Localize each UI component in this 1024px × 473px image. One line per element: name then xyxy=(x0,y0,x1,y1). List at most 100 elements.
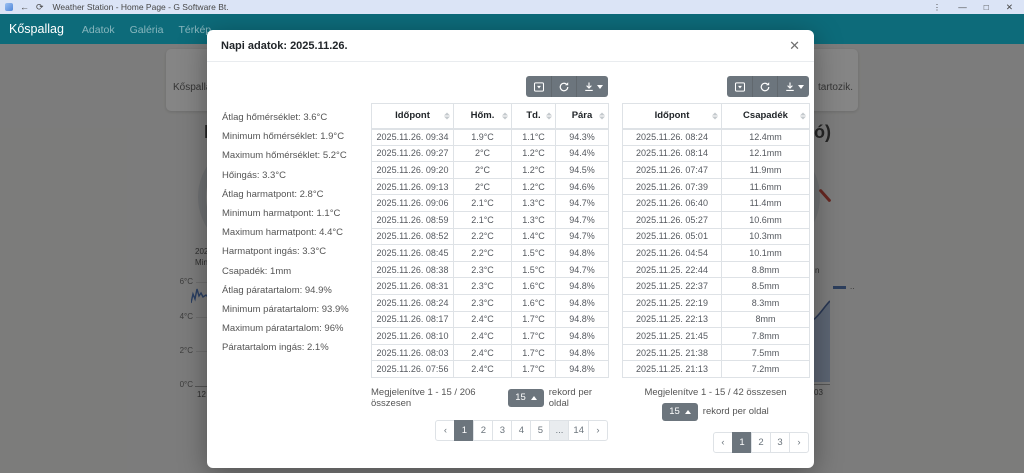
table-cell: 2025.11.26. 07:39 xyxy=(622,177,722,196)
column-header-pra[interactable]: Pára xyxy=(555,103,609,130)
menu-window-icon[interactable]: ⋮ xyxy=(932,2,942,12)
page-button-4[interactable]: 4 xyxy=(511,419,532,441)
table-cell: 2025.11.26. 09:34 xyxy=(371,128,454,146)
page-next-button[interactable]: › xyxy=(789,431,809,453)
table-cell: 2.2°C xyxy=(453,244,512,262)
table-cell: 1.3°C xyxy=(511,194,556,212)
table-row: 2025.11.25. 21:13 7.2mm xyxy=(622,360,810,378)
toggle-columns-icon xyxy=(734,81,745,92)
stat-item: Minimum páratartalom: 93.9% xyxy=(222,304,349,316)
table-cell: 8mm xyxy=(721,310,810,329)
table-row: 2025.11.26. 09:13 2°C 1.2°C 94.6% xyxy=(371,177,609,196)
table-cell: 1.3°C xyxy=(511,210,556,229)
window-controls: ⋮ — □ ✕ xyxy=(933,2,1019,12)
table1-page-size-dropdown[interactable]: 15 xyxy=(508,388,544,407)
table-row: 2025.11.26. 08:38 2.3°C 1.5°C 94.7% xyxy=(371,260,609,279)
table-row: 2025.11.26. 09:34 1.9°C 1.1°C 94.3% xyxy=(371,128,609,146)
table-cell: 2025.11.25. 22:37 xyxy=(622,277,722,295)
page-button-2[interactable]: 2 xyxy=(473,419,494,441)
table-cell: 12.1mm xyxy=(721,144,810,163)
back-icon[interactable]: ← xyxy=(20,1,29,12)
table-cell: 11.4mm xyxy=(721,194,810,212)
table-cell: 94.5% xyxy=(555,161,609,179)
column-header-idpont[interactable]: Időpont xyxy=(371,103,454,130)
table-row: 2025.11.26. 08:10 2.4°C 1.7°C 94.8% xyxy=(371,327,609,345)
nav-item-térkép[interactable]: Térkép xyxy=(178,24,212,36)
table-header-row: Időpont Hőm. Td. Pára xyxy=(371,103,609,130)
page-button-14[interactable]: 14 xyxy=(568,419,589,441)
table-row: 2025.11.25. 21:38 7.5mm xyxy=(622,343,810,362)
sort-down-icon xyxy=(800,116,806,120)
export-button[interactable] xyxy=(777,76,809,97)
table-row: 2025.11.25. 22:37 8.5mm xyxy=(622,277,810,295)
sort-up-icon xyxy=(599,112,605,116)
refresh-icon xyxy=(559,81,569,91)
toggle-columns-button[interactable] xyxy=(727,76,752,97)
page-button-3[interactable]: 3 xyxy=(770,431,790,453)
nav-item-galéria[interactable]: Galéria xyxy=(129,24,164,36)
navbar-brand[interactable]: Kőspallag xyxy=(9,22,64,36)
table-row: 2025.11.26. 08:17 2.4°C 1.7°C 94.8% xyxy=(371,310,609,329)
page-prev-button[interactable]: ‹ xyxy=(713,431,733,453)
reload-icon[interactable]: ⟳ xyxy=(36,1,44,12)
table-cell: 94.7% xyxy=(555,194,609,212)
table-cell: 1.7°C xyxy=(511,360,556,378)
close-icon[interactable]: ✕ xyxy=(789,38,800,53)
table2-toolbar xyxy=(622,76,809,97)
stat-item: Csapadék: 1mm xyxy=(222,265,292,277)
refresh-button[interactable] xyxy=(752,76,777,97)
table-cell: 8.5mm xyxy=(721,277,810,295)
table-cell: 2025.11.26. 09:13 xyxy=(371,177,454,196)
column-header-hm[interactable]: Hőm. xyxy=(453,103,512,130)
page-button-1[interactable]: 1 xyxy=(732,431,752,453)
table-cell: 2.1°C xyxy=(453,210,512,229)
export-icon xyxy=(584,82,593,91)
table-cell: 94.7% xyxy=(555,227,609,246)
stat-item: Páratartalom ingás: 2.1% xyxy=(222,342,329,354)
table-cell: 94.7% xyxy=(555,260,609,279)
page-button-1[interactable]: 1 xyxy=(454,419,475,441)
column-header-td[interactable]: Td. xyxy=(511,103,556,130)
page-next-button[interactable]: › xyxy=(588,419,608,441)
table-cell: 94.8% xyxy=(555,327,609,345)
refresh-button[interactable] xyxy=(551,76,576,97)
table-cell: 2025.11.26. 06:40 xyxy=(622,194,722,212)
table-row: 2025.11.25. 22:44 8.8mm xyxy=(622,260,810,279)
sort-icon xyxy=(712,112,718,120)
toggle-columns-button[interactable] xyxy=(526,76,551,97)
column-header-csapadk[interactable]: Csapadék xyxy=(721,103,810,130)
page-button-2[interactable]: 2 xyxy=(751,431,771,453)
maximize-window-icon[interactable]: □ xyxy=(983,2,989,12)
table-cell: 2.4°C xyxy=(453,310,512,329)
table2-page-size-suffix: rekord per oldal xyxy=(702,406,769,418)
sort-up-icon xyxy=(546,112,552,116)
table-cell: 11.9mm xyxy=(721,161,810,179)
page-button-3[interactable]: 3 xyxy=(492,419,513,441)
sort-icon xyxy=(502,112,508,120)
close-window-icon[interactable]: ✕ xyxy=(1005,2,1013,12)
table-row: 2025.11.26. 08:59 2.1°C 1.3°C 94.7% xyxy=(371,210,609,229)
table-row: 2025.11.26. 08:45 2.2°C 1.5°C 94.8% xyxy=(371,244,609,262)
table-row: 2025.11.26. 08:31 2.3°C 1.6°C 94.8% xyxy=(371,277,609,295)
stat-item: Hőingás: 3.3°C xyxy=(222,169,286,181)
measurements-table-section: Időpont Hőm. Td. Pára 2025.11.26. 09:34 1.9°C… xyxy=(371,76,609,441)
table-cell: 2.2°C xyxy=(453,227,512,246)
page-ellipsis-button[interactable]: ... xyxy=(549,419,570,441)
page-prev-button[interactable]: ‹ xyxy=(435,419,456,441)
nav-item-adatok[interactable]: Adatok xyxy=(81,24,115,36)
table-row: 2025.11.26. 04:54 10.1mm xyxy=(622,244,810,262)
table-cell: 11.6mm xyxy=(721,177,810,196)
table-cell: 94.8% xyxy=(555,277,609,295)
column-header-idpont[interactable]: Időpont xyxy=(622,103,722,130)
table-cell: 1.4°C xyxy=(511,227,556,246)
minimize-window-icon[interactable]: — xyxy=(958,2,967,12)
table-row: 2025.11.26. 08:24 2.3°C 1.6°C 94.8% xyxy=(371,293,609,312)
table-cell: 7.5mm xyxy=(721,343,810,362)
sort-icon xyxy=(800,112,806,120)
sort-icon xyxy=(546,112,552,120)
measurements-table: Időpont Hőm. Td. Pára 2025.11.26. 09:34 1.9°C… xyxy=(371,103,609,378)
table2-page-size-dropdown[interactable]: 15 xyxy=(662,402,698,421)
table-row: 2025.11.26. 08:14 12.1mm xyxy=(622,144,810,163)
page-button-5[interactable]: 5 xyxy=(530,419,551,441)
export-button[interactable] xyxy=(576,76,608,97)
